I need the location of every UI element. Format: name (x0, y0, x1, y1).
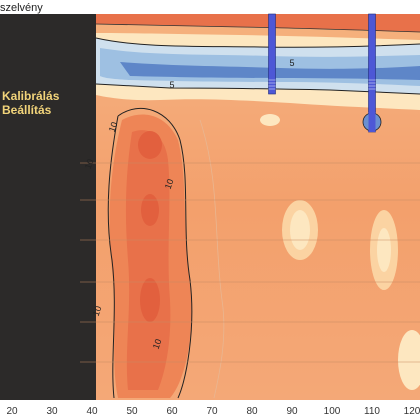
contour-line-upper-orange (95, 23, 420, 33)
contour-label: 10 (163, 178, 176, 191)
contour-label: 5 (289, 58, 294, 68)
x-tick-label: 80 (246, 406, 258, 417)
x-tick-label: 110 (364, 406, 380, 417)
x-tick-label: 100 (324, 406, 341, 417)
side-label-setting: Beállítás (2, 103, 52, 117)
contour-line-top (95, 37, 420, 48)
borehole-marker (268, 13, 276, 95)
x-tick-label: 40 (86, 406, 98, 417)
x-tick-label: 60 (166, 406, 178, 417)
contour-line-10 (117, 107, 193, 399)
hotspot-core (141, 194, 159, 226)
hotspot-core (138, 131, 162, 159)
upper-red-strip (96, 14, 420, 32)
x-axis-ticks: 20 30 40 50 60 70 80 90 100 110 120 (6, 406, 420, 417)
side-label-calibration: Kalibrálás (2, 89, 60, 103)
upper-zone (95, 14, 420, 110)
x-tick-label: 30 (46, 406, 58, 417)
cream-patch (260, 114, 280, 126)
borehole-marker-stem (368, 112, 376, 132)
cream-patch (290, 210, 310, 250)
contour-label: 10 (83, 158, 96, 171)
contour-label: 10 (151, 338, 164, 351)
contour-labels: 5 5 10 10 10 10 10 (83, 58, 295, 350)
contour-line-light (199, 119, 225, 399)
upper-orange-strip (96, 24, 420, 40)
grid-lines (80, 162, 420, 363)
borehole-markers (268, 13, 382, 133)
cream-patch (377, 228, 391, 272)
contour-label: 10 (107, 121, 120, 134)
x-tick-label: 70 (206, 406, 218, 417)
hotspot-inner (125, 130, 171, 391)
x-tick-label: 20 (6, 406, 18, 417)
contour-line-5 (95, 83, 420, 95)
cream-patch (398, 330, 420, 390)
contour-label: 5 (169, 80, 174, 90)
hotspot-core (140, 278, 160, 322)
x-tick-label: 90 (286, 406, 298, 417)
chart-title-fragment: szelvény (0, 2, 43, 14)
hotspot-column (107, 107, 225, 399)
calibration-band (0, 14, 96, 400)
contour-line-10-left (107, 115, 119, 399)
x-tick-label: 120 (404, 406, 420, 417)
x-axis-strip (0, 400, 420, 420)
contour-label: 10 (91, 305, 104, 318)
x-tick-label: 50 (126, 406, 138, 417)
